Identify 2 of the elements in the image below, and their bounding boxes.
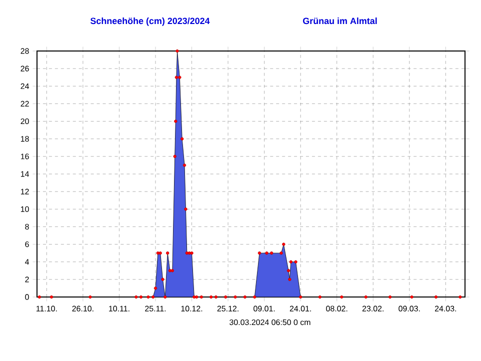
chart-title: Schneehöhe (cm) 2023/2024 xyxy=(90,18,210,26)
chart-subtitle: Grünau im Almtal xyxy=(303,18,377,24)
